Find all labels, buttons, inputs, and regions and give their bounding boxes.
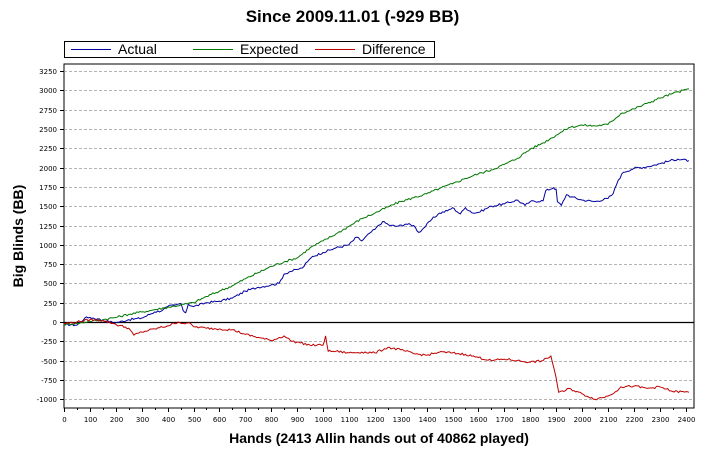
y-tick-label: 3250 (39, 68, 57, 76)
x-tick-label: 2200 (626, 416, 644, 424)
y-tick-label: 2500 (39, 126, 57, 134)
x-tick-label: 2000 (574, 416, 592, 424)
x-tick-label: 400 (162, 416, 175, 424)
chart-title: Since 2009.11.01 (-929 BB) (245, 7, 460, 26)
series-line-actual (63, 158, 690, 327)
y-tick-label: 750 (44, 261, 57, 269)
y-tick-label: 1250 (39, 223, 57, 231)
y-tick-label: 250 (44, 300, 57, 308)
y-tick-label: 1500 (39, 203, 57, 211)
y-tick-label: -250 (41, 338, 57, 346)
x-tick-label: 1600 (470, 416, 488, 424)
y-tick-label: 3000 (39, 87, 57, 95)
legend-label-actual: Actual (118, 41, 157, 57)
y-tick-label: 2250 (39, 145, 57, 153)
x-tick-label: 500 (188, 416, 201, 424)
x-tick-label: 1800 (522, 416, 540, 424)
legend-label-expected: Expected (240, 41, 299, 57)
x-tick-label: 800 (265, 416, 278, 424)
x-tick-label: 2100 (600, 416, 618, 424)
plot-frame (63, 63, 695, 409)
x-tick-label: 700 (239, 416, 252, 424)
y-tick-label: 2000 (39, 165, 57, 173)
y-tick-label: 500 (44, 280, 57, 288)
legend-swatch-expected (193, 49, 233, 50)
x-tick-label: 1500 (445, 416, 463, 424)
x-tick-label: 200 (110, 416, 123, 424)
x-tick-label: 1200 (367, 416, 385, 424)
x-tick-label: 1700 (496, 416, 514, 424)
legend: Actual Expected Difference (64, 41, 435, 58)
x-tick-label: 1900 (548, 416, 566, 424)
x-tick-label: 1000 (315, 416, 333, 424)
x-tick-label: 2300 (652, 416, 670, 424)
y-tick-label: -1000 (37, 396, 57, 404)
x-tick-label: 300 (136, 416, 149, 424)
x-tick-label: 100 (84, 416, 97, 424)
y-tick-label: -750 (41, 377, 57, 385)
legend-swatch-actual (71, 49, 111, 50)
x-tick-label: 2400 (678, 416, 696, 424)
x-tick-label: 600 (213, 416, 226, 424)
x-tick-label: 1100 (341, 416, 359, 424)
legend-label-difference: Difference (362, 41, 426, 57)
x-tick-label: 1300 (393, 416, 411, 424)
y-tick-label: -500 (41, 358, 57, 366)
y-axis-label: Big Blinds (BB) (10, 184, 26, 288)
x-tick-label: 0 (62, 416, 66, 424)
y-tick-label: 0 (53, 319, 57, 327)
legend-swatch-difference (315, 49, 355, 50)
x-tick-label: 900 (291, 416, 304, 424)
series-line-expected (63, 88, 690, 326)
y-tick-label: 2750 (39, 107, 57, 115)
y-tick-label: 1000 (39, 242, 57, 250)
x-tick-label: 1400 (419, 416, 437, 424)
series-line-difference (63, 318, 690, 401)
x-axis-label: Hands (2413 Allin hands out of 40862 pla… (229, 430, 529, 446)
y-tick-label: 1750 (39, 184, 57, 192)
